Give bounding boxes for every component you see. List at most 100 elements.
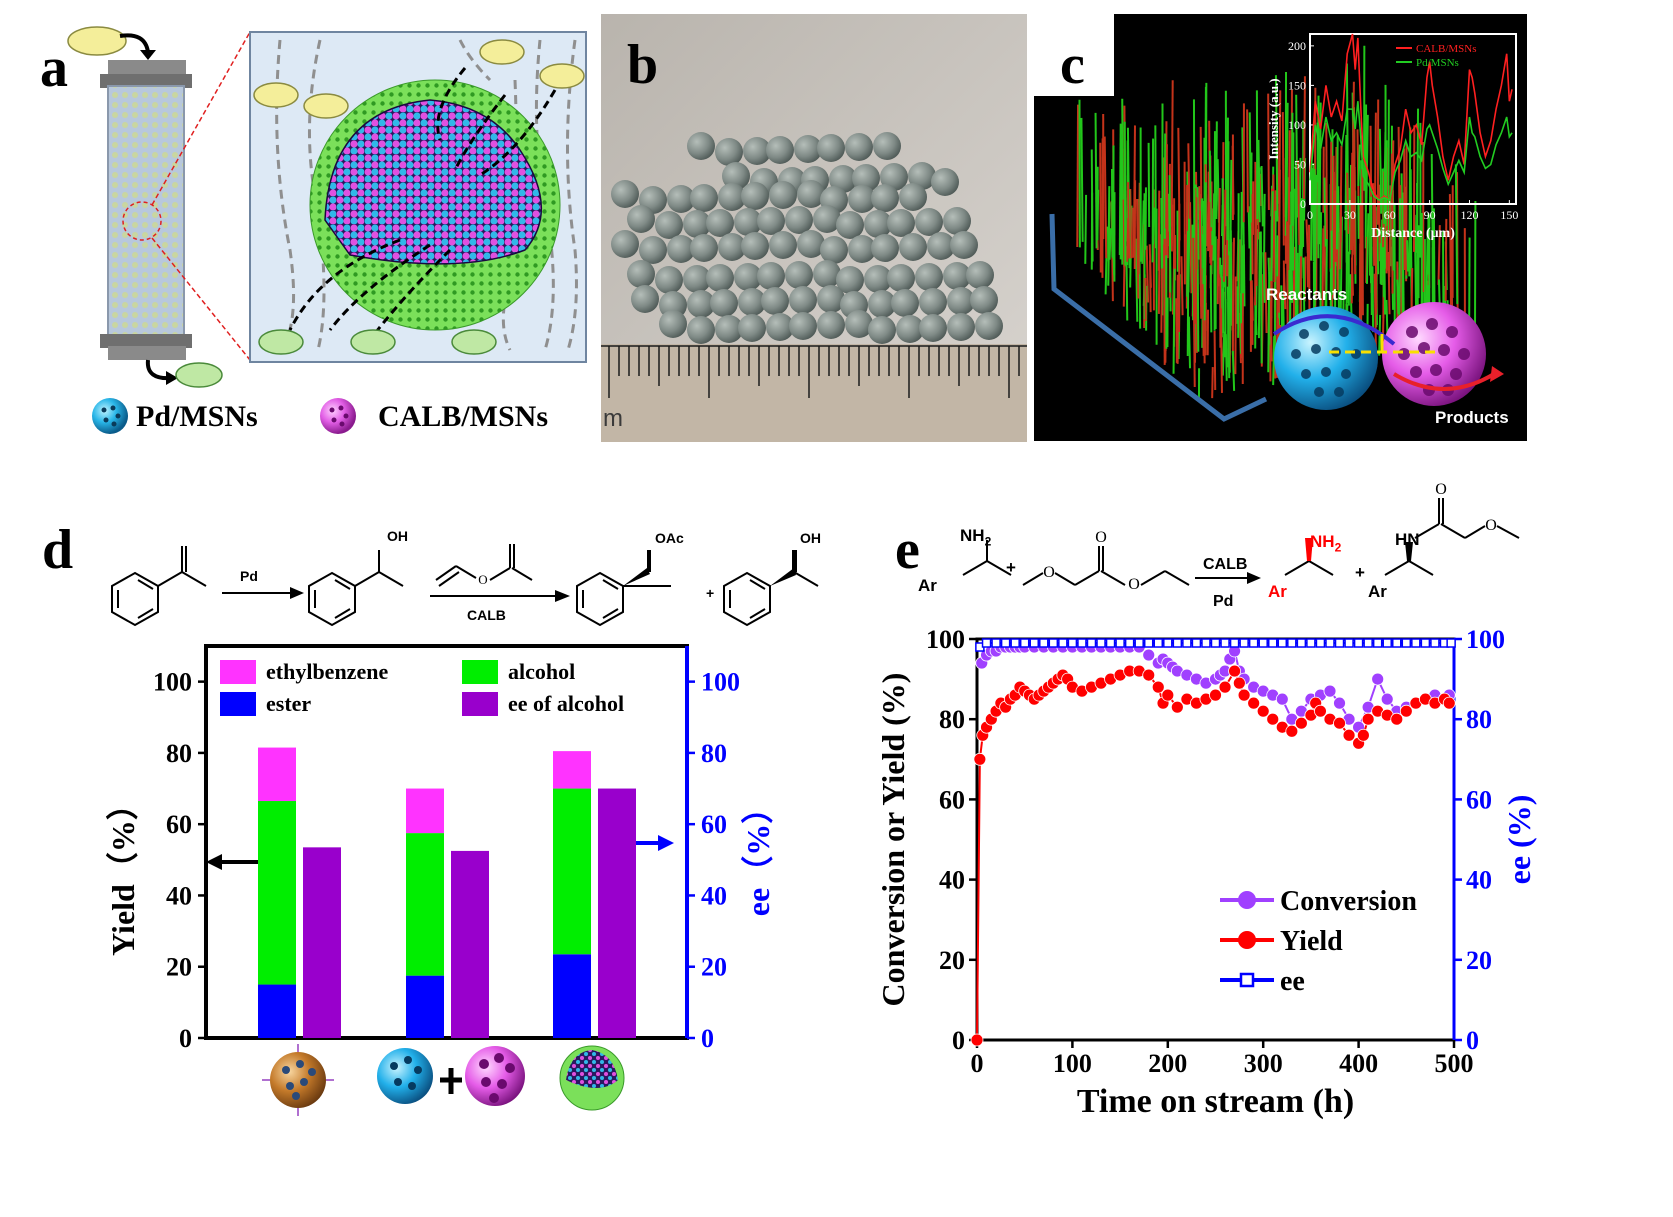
ee-marker (1334, 638, 1345, 648)
bead (639, 236, 667, 264)
stream-ytick-label: 40 (939, 866, 965, 895)
stream-legend-label: Yield (1280, 926, 1343, 957)
spike (1294, 188, 1297, 244)
yield-marker (1294, 716, 1308, 730)
bead (706, 264, 734, 292)
bead (715, 315, 743, 343)
spike (1444, 218, 1448, 301)
ee-marker (1124, 638, 1135, 648)
bead (766, 313, 794, 341)
stream-y2tick-label: 20 (1466, 946, 1492, 975)
spike (1194, 197, 1198, 324)
spike (1325, 122, 1328, 240)
inset-xtick-label: 0 (1307, 208, 1313, 222)
conversion-marker (1333, 696, 1346, 710)
spike (1208, 150, 1212, 228)
yield-marker (1314, 704, 1327, 718)
spike (1198, 210, 1203, 319)
inset-ylabel: Intensity (a.u.) (1266, 78, 1281, 159)
ee-marker (1325, 638, 1335, 648)
ee-marker (1163, 638, 1173, 648)
legend-swatch (462, 692, 498, 716)
scheme-e-nh2-1: NH2 (960, 526, 991, 548)
conversion-marker (1380, 692, 1394, 706)
bar-ee-of-alcohol (303, 847, 341, 1038)
spike (1281, 112, 1285, 246)
bead (813, 260, 841, 288)
bead (931, 168, 959, 196)
ee-marker (1077, 638, 1087, 648)
spike (1365, 213, 1370, 284)
stream-ytick-label: 80 (939, 705, 965, 734)
ee-marker (1153, 638, 1164, 648)
bead (718, 183, 746, 211)
spike (1387, 99, 1390, 236)
bead (690, 184, 718, 212)
stream-ytick-label: 60 (939, 785, 965, 814)
ee-marker (1220, 638, 1230, 648)
panel-label-e: e (895, 519, 920, 581)
bead (667, 235, 695, 263)
spike (1196, 251, 1200, 352)
inset-legend-label: Pd/MSNs (1416, 57, 1459, 69)
bead (871, 184, 899, 212)
spike (1351, 81, 1355, 219)
stream-legend-label: ee (1280, 966, 1305, 997)
bead (848, 235, 876, 263)
bar-ytick-label: 80 (166, 739, 192, 768)
yield-marker (1256, 704, 1270, 718)
spike (1316, 122, 1320, 259)
bar-ethylbenzene (553, 751, 591, 789)
spike (1269, 301, 1273, 362)
bar-chart-d: 0 0 20 20 40 40 60 60 80 80 100 100 Yield（%） ee（%） et… (105, 644, 776, 1116)
stream-legend-marker (1238, 891, 1256, 909)
spike (1096, 189, 1100, 241)
spike (1267, 93, 1270, 211)
bead (627, 205, 655, 233)
spike (1226, 117, 1229, 241)
spike (1277, 169, 1281, 313)
spike (1425, 230, 1429, 309)
spike (1231, 237, 1235, 331)
spike (1103, 136, 1108, 259)
spike (1400, 173, 1404, 314)
yield-marker (1161, 688, 1175, 702)
bar-ytick-label: 0 (179, 1024, 192, 1053)
spike (1196, 187, 1200, 260)
spike (1211, 367, 1214, 399)
stream-ytick-label: 100 (926, 625, 965, 654)
bead (836, 211, 864, 239)
inset-xtick-label: 150 (1500, 208, 1518, 222)
yield-marker (1232, 676, 1246, 690)
stream-series-line (976, 668, 1450, 1041)
yield-marker (1399, 704, 1413, 718)
spike (1168, 175, 1172, 293)
stream-xlabel: Time on stream (h) (1077, 1083, 1354, 1120)
spike (1217, 187, 1221, 287)
spike (1270, 191, 1274, 282)
ee-marker (1058, 638, 1068, 648)
spike (1175, 298, 1178, 363)
bar-y2tick-label: 100 (701, 668, 740, 697)
inset-ytick-label: 200 (1288, 39, 1306, 53)
bead (611, 230, 639, 258)
svg-text:O: O (1435, 481, 1447, 498)
bar-y2tick-label: 60 (701, 810, 727, 839)
scheme-e-hn: HN (1395, 530, 1420, 549)
scheme-e-ar-1: Ar (918, 576, 937, 595)
spike (1203, 182, 1207, 321)
stream-y2tick-label: 0 (1466, 1026, 1479, 1055)
bar-alcohol (553, 788, 591, 955)
yield-marker (1333, 716, 1346, 730)
ruler-unit: m (603, 405, 623, 432)
spike (1076, 104, 1080, 247)
stream-y2tick-label: 80 (1466, 705, 1492, 734)
ee-marker (1411, 638, 1421, 648)
inset-xtick-label: 30 (1344, 208, 1356, 222)
spike (1361, 169, 1364, 316)
svg-text:O: O (1485, 517, 1497, 534)
spike (1240, 191, 1243, 324)
spike (1119, 142, 1123, 260)
bar-ytick-label: 20 (166, 953, 192, 982)
reactants-label: Reactants (1266, 285, 1348, 304)
